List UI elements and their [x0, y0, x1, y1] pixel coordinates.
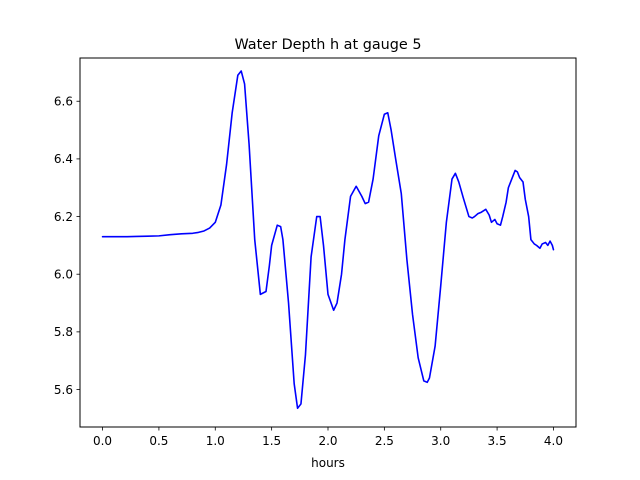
y-tick-label: 6.2	[54, 210, 73, 224]
axis-ticks: 0.0 0.5 1.0 1.5 2.0 2.5 3.0 3.5 4.0 5.6 5.8 6.0 6.2 6…	[54, 95, 563, 448]
series-line-0	[101, 70, 555, 410]
x-tick-label: 0.5	[149, 434, 168, 448]
x-tick-label: 0.0	[93, 434, 112, 448]
x-tick-label: 1.5	[262, 434, 281, 448]
x-tick-label: 1.0	[206, 434, 225, 448]
x-axis-label: hours	[311, 456, 345, 470]
x-tick-label: 3.5	[488, 434, 507, 448]
y-tick-label: 5.6	[54, 383, 73, 397]
x-tick-label: 3.0	[431, 434, 450, 448]
x-tick-label: 4.0	[544, 434, 563, 448]
x-tick-label: 2.5	[375, 434, 394, 448]
plot-area	[101, 70, 555, 410]
y-tick-label: 6.4	[54, 152, 73, 166]
chart-title: Water Depth h at gauge 5	[234, 37, 421, 53]
y-tick-label: 6.6	[54, 95, 73, 109]
x-tick-label: 2.0	[318, 434, 337, 448]
y-tick-label: 5.8	[54, 325, 73, 339]
axes-frame	[79, 57, 577, 428]
y-tick-label: 6.0	[54, 268, 73, 282]
